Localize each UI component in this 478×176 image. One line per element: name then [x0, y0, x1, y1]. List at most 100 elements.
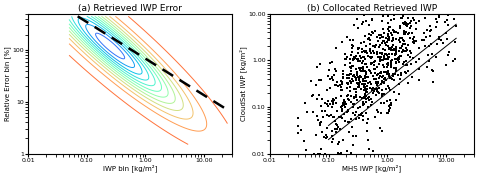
Point	[386, 46, 394, 49]
Point	[411, 42, 418, 45]
Point	[359, 85, 367, 87]
Point	[352, 135, 359, 137]
Point	[388, 76, 395, 79]
Point	[416, 12, 424, 15]
Point	[354, 86, 361, 89]
Point	[320, 136, 327, 139]
Point	[397, 36, 404, 39]
Point	[330, 98, 337, 101]
Point	[373, 109, 380, 112]
Point	[389, 44, 396, 47]
Point	[400, 12, 407, 15]
Point	[341, 58, 349, 61]
Point	[327, 114, 335, 117]
Point	[359, 78, 367, 81]
Point	[387, 32, 395, 34]
Point	[426, 12, 434, 15]
Point	[431, 12, 438, 15]
Point	[360, 85, 368, 88]
Point	[352, 95, 359, 98]
Point	[356, 81, 363, 84]
Point	[391, 18, 398, 20]
Point	[359, 102, 367, 104]
Point	[333, 47, 340, 49]
Point	[294, 124, 302, 127]
Point	[435, 14, 443, 17]
Point	[384, 57, 392, 60]
Point	[349, 59, 357, 61]
Point	[397, 12, 404, 15]
Point	[364, 118, 371, 120]
Point	[337, 115, 344, 118]
Point	[362, 62, 370, 65]
Point	[383, 36, 391, 39]
Point	[436, 12, 444, 15]
Point	[396, 57, 403, 60]
Point	[448, 12, 456, 15]
Point	[386, 26, 394, 28]
Point	[452, 12, 459, 15]
Point	[325, 99, 332, 102]
Point	[411, 39, 418, 42]
Point	[384, 39, 392, 41]
Point	[360, 40, 368, 43]
Point	[357, 66, 365, 69]
Point	[364, 76, 372, 79]
Point	[378, 95, 386, 98]
Point	[384, 27, 392, 30]
Point	[349, 74, 357, 77]
Point	[378, 36, 385, 39]
Point	[329, 79, 337, 82]
Point	[343, 76, 350, 79]
Point	[350, 88, 358, 91]
Point	[435, 37, 443, 40]
Point	[362, 57, 369, 60]
Point	[378, 20, 386, 23]
Point	[370, 67, 378, 70]
Point	[396, 40, 404, 43]
Point	[424, 12, 432, 15]
Point	[370, 51, 378, 54]
Point	[356, 76, 364, 79]
Point	[358, 60, 366, 63]
Point	[420, 38, 428, 41]
Point	[381, 41, 389, 44]
Point	[392, 38, 400, 41]
Point	[385, 32, 392, 35]
Point	[402, 49, 410, 52]
Point	[316, 152, 324, 155]
Point	[361, 88, 369, 90]
Point	[375, 62, 383, 65]
Point	[331, 68, 339, 71]
Point	[356, 54, 363, 57]
Point	[352, 68, 360, 71]
Point	[380, 56, 388, 59]
Point	[408, 32, 416, 35]
Point	[412, 40, 420, 42]
Point	[400, 42, 407, 45]
Point	[376, 59, 383, 62]
Point	[383, 65, 391, 68]
Point	[415, 19, 423, 22]
Point	[355, 67, 363, 69]
Point	[380, 48, 387, 51]
Point	[392, 46, 400, 49]
Point	[367, 50, 374, 52]
Point	[435, 35, 443, 38]
Point	[356, 12, 363, 15]
Point	[351, 114, 358, 117]
Point	[406, 27, 414, 30]
Point	[323, 136, 331, 139]
Point	[358, 97, 366, 99]
Point	[373, 89, 380, 92]
Point	[385, 105, 392, 108]
Point	[372, 93, 380, 96]
Point	[381, 53, 389, 56]
Point	[333, 81, 340, 84]
Point	[385, 47, 393, 50]
Point	[391, 98, 399, 101]
Point	[342, 103, 349, 106]
Point	[379, 40, 386, 42]
Point	[303, 148, 310, 151]
Point	[432, 12, 439, 15]
